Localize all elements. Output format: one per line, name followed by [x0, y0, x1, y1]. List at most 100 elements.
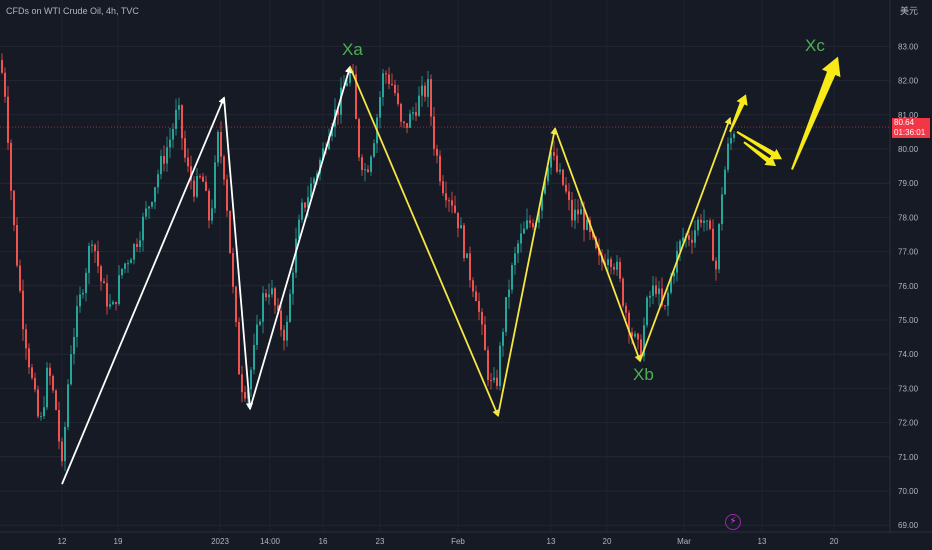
candle-body [553, 152, 555, 156]
candle-body [544, 181, 546, 194]
label-xc: Xc [805, 36, 825, 55]
candle-body [727, 143, 729, 170]
candle-body [307, 197, 309, 208]
x-tick-label: 14:00 [260, 537, 281, 546]
candle-body [358, 119, 360, 158]
x-tick-label: 16 [319, 537, 328, 546]
candle-body [715, 260, 717, 270]
candle-body [502, 331, 504, 346]
candle-body [193, 180, 195, 197]
candle-body [613, 266, 615, 270]
candle-body [640, 339, 642, 357]
x-tick-label: 19 [114, 537, 123, 546]
candle-body [433, 116, 435, 149]
candle-body [406, 123, 408, 128]
candle-body [211, 208, 213, 221]
candle-body [121, 268, 123, 276]
candle-body [118, 275, 120, 304]
candle-body [241, 374, 243, 393]
candle-body [550, 152, 552, 168]
candle-body [382, 73, 384, 98]
candle-body [478, 300, 480, 312]
candle-body [271, 288, 273, 295]
candle-body [598, 248, 600, 256]
yellow-wave-segment [497, 127, 558, 416]
candle-body [403, 121, 405, 124]
candle-body [475, 291, 477, 301]
candle-body [496, 377, 498, 386]
candle-body [61, 441, 63, 462]
candle-body [277, 305, 279, 311]
candle-body [532, 223, 534, 228]
candle-body [187, 157, 189, 167]
candle-body [67, 384, 69, 427]
candle-body [637, 333, 639, 340]
candle-body [16, 225, 18, 266]
x-tick-label: Feb [451, 537, 465, 546]
candle-body [127, 263, 129, 265]
candle-body [205, 181, 207, 191]
candle-body [373, 143, 375, 157]
candle-body [652, 285, 654, 296]
candle-body [523, 228, 525, 234]
candle-body [286, 321, 288, 341]
y-tick-label: 80.00 [898, 145, 919, 154]
candle-body [109, 304, 111, 307]
lightning-icon[interactable]: ⚡ [725, 514, 741, 530]
candle-body [457, 212, 459, 229]
candle-body [418, 95, 420, 116]
candle-body [265, 293, 267, 298]
candle-body [583, 209, 585, 230]
candle-body [76, 306, 78, 338]
candle-body [112, 301, 114, 305]
label-xb: Xb [633, 365, 654, 384]
candle-body [94, 244, 96, 252]
candle-body [463, 225, 465, 259]
candle-body [196, 176, 198, 197]
candle-body [154, 187, 156, 203]
forecast-arrow [791, 56, 841, 170]
x-tick-label: Mar [677, 537, 691, 546]
candle-body [682, 237, 684, 241]
candle-body [364, 169, 366, 171]
candle-body [268, 294, 270, 298]
candle-body [670, 276, 672, 293]
candle-body [142, 216, 144, 241]
candle-body [730, 137, 732, 144]
candle-body [499, 345, 501, 386]
candle-body [151, 202, 153, 207]
candle-body [337, 109, 339, 115]
candle-body [577, 209, 579, 215]
candle-body [694, 230, 696, 243]
candle-body [394, 84, 396, 94]
candle-body [616, 261, 618, 270]
candle-body [202, 176, 204, 182]
candle-body [70, 354, 72, 385]
candle-body [469, 253, 471, 281]
candle-body [130, 259, 132, 264]
candle-body [664, 305, 666, 307]
candle-body [340, 87, 342, 115]
candle-body [628, 312, 630, 333]
candle-body [385, 73, 387, 75]
yellow-wave-segment [554, 128, 642, 363]
candle-body [28, 348, 30, 368]
candle-body [274, 288, 276, 306]
candle-body [298, 219, 300, 239]
candle-body [451, 200, 453, 206]
white-wave-segment [61, 96, 226, 485]
candle-body [607, 259, 609, 266]
candle-body [64, 426, 66, 462]
candle-body [481, 311, 483, 325]
candle-body [115, 301, 117, 304]
candle-body [97, 251, 99, 267]
candle-body [262, 293, 264, 322]
candle-body [541, 193, 543, 211]
candle-body [304, 202, 306, 208]
candle-body [40, 416, 42, 418]
candle-body [709, 220, 711, 229]
candle-body [379, 97, 381, 118]
candle-body [634, 333, 636, 337]
candle-body [190, 166, 192, 181]
